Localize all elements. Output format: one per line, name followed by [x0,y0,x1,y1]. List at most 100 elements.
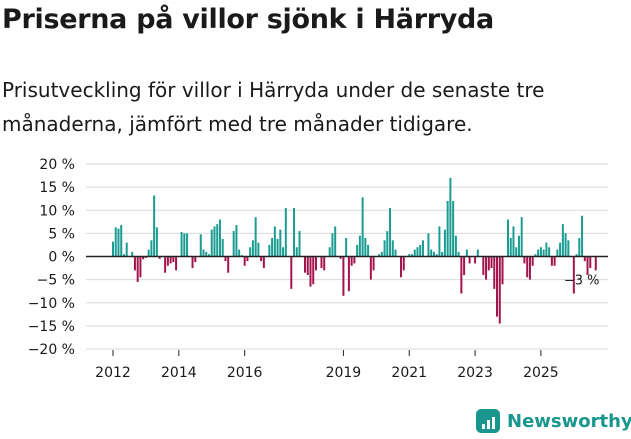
bar [271,238,274,257]
bar [235,225,238,257]
bar [147,249,150,257]
bar [227,256,230,273]
bar [164,256,167,273]
bar [361,197,364,257]
bar [202,249,205,257]
bar [180,231,183,257]
bar [323,256,326,271]
bar [556,249,559,257]
bar [402,256,405,271]
bar [421,240,424,257]
bar [342,256,345,296]
bar [394,249,397,257]
bar [356,244,359,257]
bar [441,251,444,257]
bar [251,240,254,257]
bar [347,256,350,292]
bar [142,256,145,260]
bar [528,256,531,280]
bar [268,244,271,257]
bar [172,256,175,263]
bar [150,240,153,257]
bar [372,256,375,271]
x-tick-label: 2023 [457,365,493,381]
y-tick-label: −20 % [28,342,75,358]
bar [314,256,317,271]
bar [517,235,520,257]
bar [432,251,435,257]
newsworthy-logo: Newsworthy [476,409,631,433]
bar [210,229,213,257]
bar [279,229,282,257]
bar [331,233,334,257]
chart-title: Priserna på villor sjönk i Härryda [2,4,494,35]
y-tick-label: 15 % [39,180,75,196]
bar [561,224,564,257]
bar [493,256,496,289]
bar [112,241,114,257]
bar [345,238,348,257]
bar [542,249,545,257]
bar [446,201,449,257]
bar [309,256,312,287]
bar [199,234,202,257]
y-tick-label: −15 % [28,319,75,335]
bar [339,256,342,259]
bar [564,233,567,257]
y-tick-label: 5 % [48,226,75,242]
bar [353,256,356,264]
bar [114,227,117,257]
bar [221,238,224,257]
chart-subtitle: Prisutveckling för villor i Härryda unde… [2,78,545,136]
x-tick-label: 2021 [391,365,427,381]
bar [520,217,523,257]
bar [430,249,433,257]
bar [389,207,392,257]
bar [358,235,361,257]
bar [498,256,501,324]
bar [531,256,534,266]
bar [463,256,466,275]
bar [139,256,142,278]
bar [583,256,586,262]
bar [380,251,383,257]
bar-chart-icon [476,409,500,433]
bar [506,219,509,257]
x-tick-label: 2014 [161,365,197,381]
bar [559,242,562,257]
bar [205,251,208,257]
bar [328,247,331,257]
bar [413,249,416,257]
bar [586,256,589,275]
bar [567,240,570,257]
brand-name: Newsworthy [507,410,631,432]
bar [282,247,285,257]
bar [169,256,172,264]
bar [594,256,597,271]
bar [383,240,386,257]
bar [117,228,120,257]
bar [249,247,252,257]
bar [284,207,287,257]
y-tick-label: −10 % [28,296,75,312]
bar [408,254,411,257]
bar [512,226,515,257]
bar [262,256,265,269]
bar [186,233,189,257]
y-tick-label: 20 % [39,157,75,173]
bar [232,231,235,257]
bar [391,240,394,257]
bar [545,242,548,257]
bar [155,227,158,257]
bar [218,219,221,257]
bar [295,247,298,257]
bar [238,249,241,257]
bar [526,256,529,278]
bar [120,225,123,257]
bar [208,254,211,257]
bar [581,215,584,257]
bar [537,249,540,257]
bar [550,256,553,266]
bar [501,256,504,285]
bar [419,244,422,257]
